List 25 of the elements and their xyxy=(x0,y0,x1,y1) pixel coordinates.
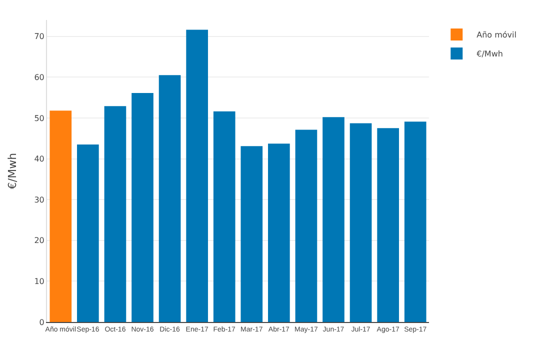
y-tick-label: 70 xyxy=(34,32,44,42)
bar xyxy=(240,146,263,322)
bar xyxy=(77,144,99,322)
bar xyxy=(350,123,372,322)
y-tick-label: 20 xyxy=(34,236,44,246)
bar xyxy=(322,117,344,322)
legend-label: Año móvil xyxy=(476,30,516,40)
y-axis-title: €/Mwh xyxy=(6,152,19,190)
bar xyxy=(186,30,208,322)
y-tick-label: 10 xyxy=(34,276,44,286)
bar xyxy=(377,128,399,322)
bar xyxy=(213,111,236,322)
bar xyxy=(50,110,72,322)
bar xyxy=(295,130,318,322)
y-tick-label: 40 xyxy=(34,154,44,164)
bar xyxy=(104,106,126,322)
y-tick-label: 50 xyxy=(34,114,44,123)
bar xyxy=(132,93,154,322)
y-tick-label: 0 xyxy=(39,318,44,327)
y-tick-label: 30 xyxy=(34,195,44,204)
legend-label: €/Mwh xyxy=(476,50,503,59)
y-tick-label: 60 xyxy=(34,72,44,82)
bar xyxy=(158,75,181,322)
bar xyxy=(404,122,426,322)
bar xyxy=(268,144,290,322)
